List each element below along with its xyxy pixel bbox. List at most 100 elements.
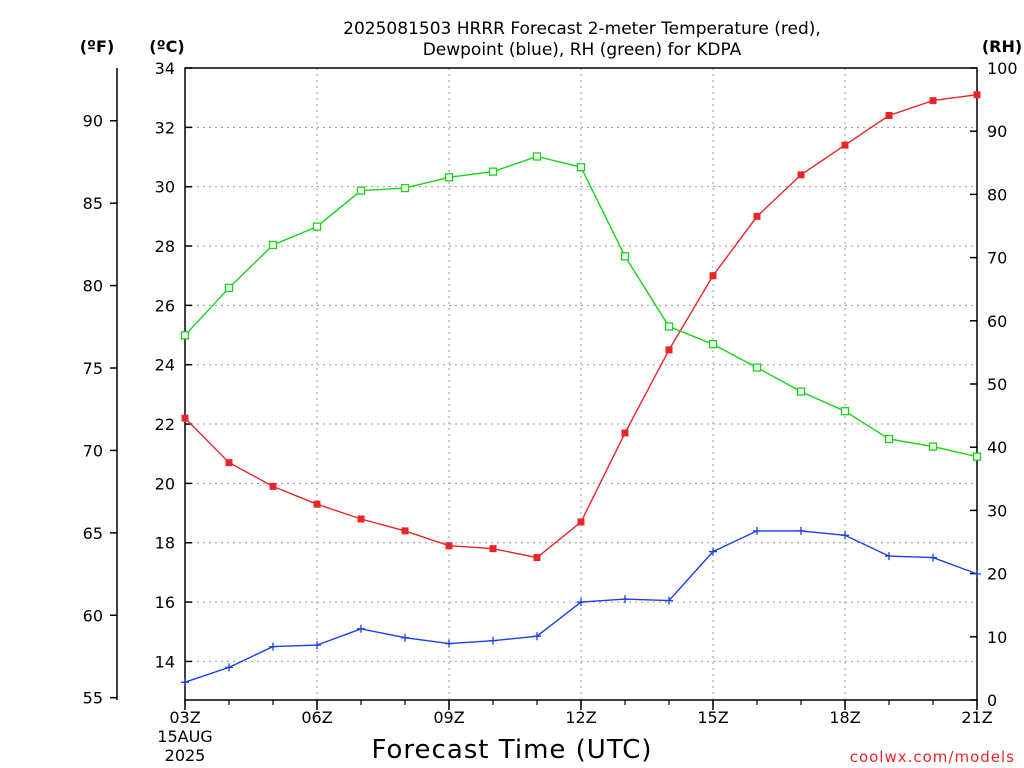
dewpoint-series	[181, 526, 981, 687]
rh-tick-label: 30	[987, 501, 1007, 520]
temperature-point	[577, 518, 585, 526]
dewpoint-point	[929, 553, 937, 562]
fahrenheit-tick-label: 80	[83, 277, 103, 296]
rh-point	[884, 434, 894, 444]
fahrenheit-tick-label: 70	[83, 441, 103, 460]
dewpoint-point	[621, 595, 629, 604]
dewpoint-point	[665, 596, 673, 605]
dewpoint-point	[181, 678, 189, 687]
x-tick-label: 12Z	[565, 708, 596, 727]
rh-tick-label: 80	[987, 185, 1007, 204]
data-series	[180, 91, 982, 687]
celsius-tick-label: 30	[155, 178, 175, 197]
dewpoint-point	[885, 552, 893, 561]
dewpoint-point	[973, 569, 981, 578]
rh-point	[796, 387, 806, 396]
dewpoint-point	[533, 632, 541, 641]
temperature-point	[753, 212, 761, 220]
dewpoint-point	[225, 663, 233, 672]
temperature-point	[929, 97, 937, 105]
dewpoint-point	[401, 633, 409, 642]
rh-tick-label: 60	[987, 312, 1007, 331]
temperature-point	[841, 141, 849, 149]
rh-point	[752, 363, 762, 372]
celsius-tick-label: 26	[155, 296, 175, 315]
celsius-tick-label: 32	[155, 118, 175, 137]
rh-point	[928, 442, 938, 451]
x-tick-label: 21Z	[961, 708, 992, 727]
celsius-tick-label: 24	[155, 356, 175, 375]
temperature-point	[621, 429, 629, 437]
rh-point	[444, 173, 454, 182]
celsius-tick-label: 18	[155, 534, 175, 553]
fahrenheit-unit-label: (ºF)	[80, 37, 115, 56]
celsius-tick-label: 20	[155, 474, 175, 493]
dewpoint-line	[184, 530, 978, 683]
rh-point	[708, 340, 718, 349]
dewpoint-point	[797, 526, 805, 535]
fahrenheit-tick-label: 60	[83, 606, 103, 625]
x-tick-year: 2025	[165, 746, 206, 765]
celsius-tick-label: 28	[155, 237, 175, 256]
celsius-unit-label: (ºC)	[149, 37, 184, 56]
rh-point	[224, 283, 234, 293]
temperature-point	[973, 91, 981, 99]
fahrenheit-tick-label: 65	[83, 524, 103, 543]
temperature-point	[489, 545, 497, 553]
rh-tick-label: 0	[987, 691, 997, 710]
rh-tick-label: 90	[987, 122, 1007, 141]
dewpoint-point	[709, 547, 717, 556]
rh-tick-label: 70	[987, 249, 1007, 268]
x-tick-label: 03Z	[169, 708, 200, 727]
x-tick-label: 09Z	[433, 708, 464, 727]
x-tick-label: 18Z	[829, 708, 860, 727]
grid	[185, 68, 977, 700]
temperature-point	[797, 171, 805, 179]
celsius-tick-label: 34	[155, 59, 175, 78]
rh-point	[180, 331, 190, 340]
celsius-tick-label: 14	[155, 652, 175, 671]
rh-point	[400, 183, 410, 193]
dewpoint-point	[445, 639, 453, 648]
dewpoint-point	[841, 531, 849, 540]
temperature-point	[269, 482, 277, 490]
rh-point	[620, 252, 630, 261]
temperature-point	[181, 414, 189, 422]
dewpoint-point	[489, 636, 497, 645]
axes: 14 16 18 20 22 24 26 28 30 32 34 0 10 20 30 40 50 60 70 80 9…	[83, 59, 1018, 710]
temperature-point	[313, 500, 321, 508]
temperature-point	[665, 346, 673, 354]
temperature-point	[445, 542, 453, 550]
fahrenheit-tick-label: 75	[83, 359, 103, 378]
temperature-point	[225, 459, 233, 467]
credit-text: coolwx.com/models	[850, 748, 1015, 766]
celsius-tick-label: 22	[155, 415, 175, 434]
temperature-point	[709, 272, 717, 280]
fahrenheit-tick-label: 55	[83, 689, 103, 708]
x-tick-label: 15Z	[697, 708, 728, 727]
rh-point	[488, 167, 498, 176]
temperature-series	[181, 91, 981, 562]
temperature-point	[401, 527, 409, 535]
temperature-point	[885, 111, 893, 119]
dewpoint-point	[577, 598, 585, 607]
x-axis-label: Forecast Time (UTC)	[371, 735, 652, 765]
dewpoint-point	[357, 624, 365, 633]
rh-point	[312, 222, 322, 231]
fahrenheit-tick-label: 85	[83, 194, 103, 213]
rh-tick-label: 100	[987, 59, 1018, 78]
rh-point	[356, 186, 366, 195]
rh-tick-label: 10	[987, 628, 1007, 647]
x-tick-label: 06Z	[301, 708, 332, 727]
rh-point	[972, 452, 982, 461]
rh-point	[664, 322, 674, 331]
chart-title-line-2: Dewpoint (blue), RH (green) for KDPA	[423, 40, 742, 60]
fahrenheit-tick-label: 90	[83, 112, 103, 131]
chart-title-line-1: 2025081503 HRRR Forecast 2-meter Tempera…	[343, 19, 821, 39]
rh-tick-label: 20	[987, 565, 1007, 584]
temperature-point	[357, 515, 365, 523]
temperature-point	[533, 554, 541, 562]
rh-point	[840, 407, 850, 416]
